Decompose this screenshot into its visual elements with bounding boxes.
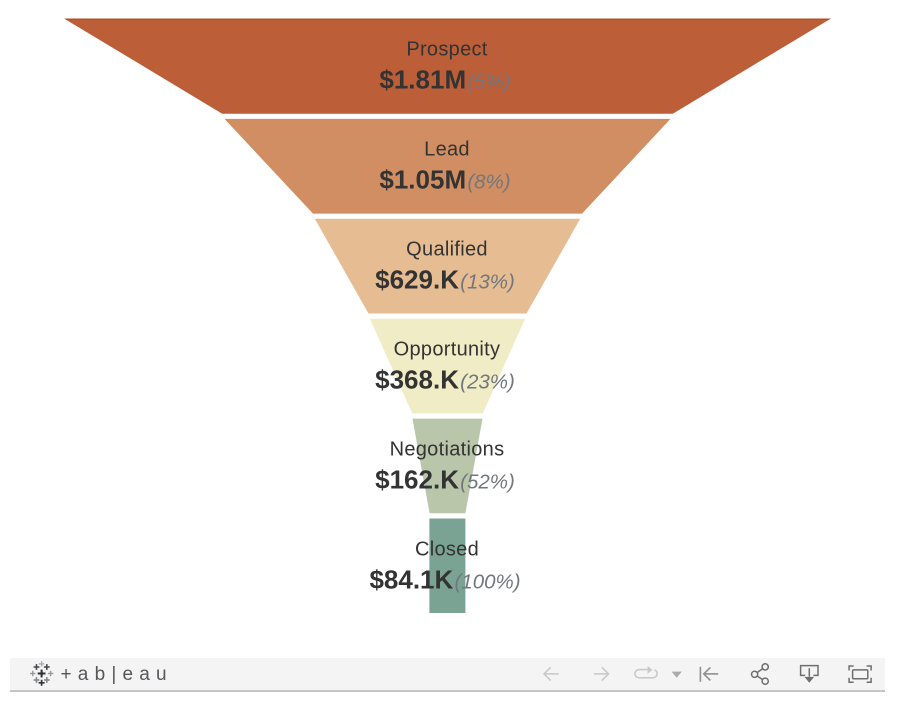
- svg-text:$1.81M (5%): $1.81M (5%): [379, 64, 510, 94]
- svg-text:Closed: Closed: [415, 539, 479, 561]
- svg-text:+ab|eau: +ab|eau: [61, 664, 173, 685]
- svg-text:$162.K (52%): $162.K (52%): [375, 464, 515, 494]
- svg-text:Negotiations: Negotiations: [390, 439, 505, 461]
- svg-text:Opportunity: Opportunity: [394, 339, 501, 361]
- svg-text:$1.05M (8%): $1.05M (8%): [379, 164, 510, 194]
- svg-text:$368.K (23%): $368.K (23%): [375, 364, 515, 394]
- svg-text:$629.K (13%): $629.K (13%): [375, 264, 515, 294]
- svg-text:Qualified: Qualified: [406, 239, 488, 261]
- svg-text:Lead: Lead: [424, 139, 470, 161]
- svg-text:Prospect: Prospect: [406, 39, 487, 61]
- svg-text:$84.1K (100%): $84.1K (100%): [369, 564, 520, 594]
